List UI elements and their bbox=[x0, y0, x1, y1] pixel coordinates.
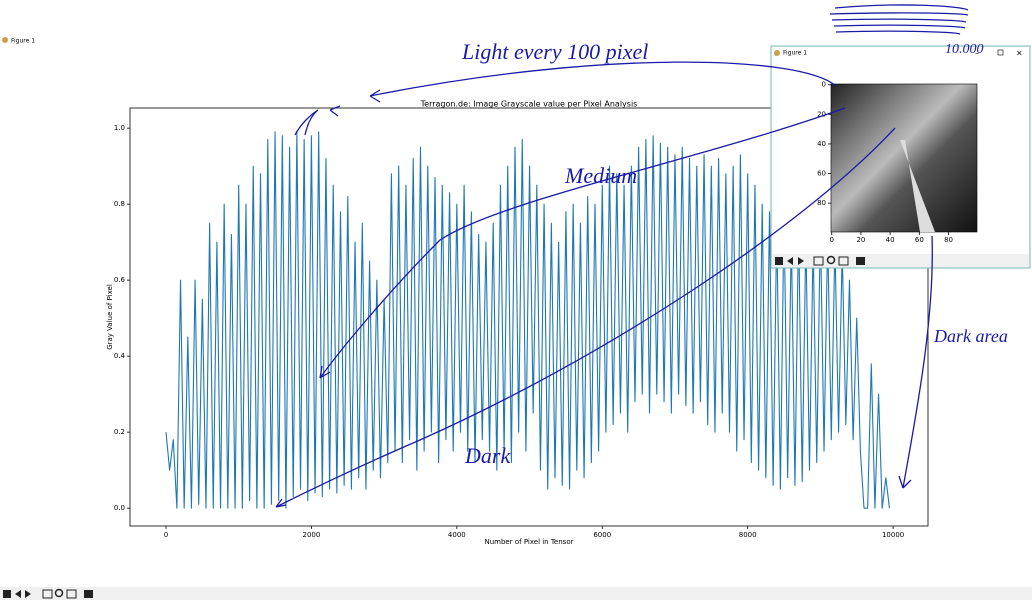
y-tick-label: 1.0 bbox=[114, 124, 125, 132]
zoom-button[interactable] bbox=[54, 588, 64, 598]
y-tick-label: 0.0 bbox=[114, 504, 125, 512]
zoom-button[interactable] bbox=[826, 255, 836, 265]
home-button[interactable] bbox=[3, 590, 11, 598]
annotation: Medium bbox=[564, 163, 637, 188]
save-button[interactable] bbox=[856, 257, 865, 265]
y-tick-label: 60 bbox=[817, 170, 826, 178]
y-axis-label: Gray Value of Pixel bbox=[106, 284, 114, 350]
y-tick-label: 0.4 bbox=[114, 352, 126, 360]
x-tick-label: 6000 bbox=[593, 531, 611, 539]
data-line bbox=[165, 131, 891, 509]
home-button[interactable] bbox=[775, 257, 783, 265]
x-tick-label: 10000 bbox=[882, 531, 904, 539]
back-button[interactable] bbox=[15, 590, 21, 598]
x-tick-label: 0 bbox=[164, 531, 168, 539]
arrow-medium bbox=[319, 107, 846, 379]
toolbar-buttons bbox=[3, 588, 93, 599]
y-tick-label: 20 bbox=[817, 110, 826, 118]
x-tick-label: 80 bbox=[944, 236, 953, 244]
pan-button[interactable] bbox=[42, 589, 53, 599]
grayscale-image bbox=[830, 83, 978, 233]
configure-button[interactable] bbox=[838, 256, 849, 266]
x-tick-label: 4000 bbox=[448, 531, 466, 539]
inset-toolbar-buttons bbox=[775, 255, 865, 266]
scribble bbox=[829, 4, 969, 35]
title-bar bbox=[0, 35, 1032, 45]
x-tick-label: 40 bbox=[886, 236, 895, 244]
inset-window-title: Figure 1 bbox=[783, 50, 807, 57]
y-tick-label: 40 bbox=[817, 140, 826, 148]
pan-button[interactable] bbox=[813, 256, 824, 266]
chart-title: Terragon.de: Image Grayscale value per P… bbox=[420, 100, 638, 109]
y-tick-label: 0.8 bbox=[114, 200, 125, 208]
close-button[interactable]: × bbox=[1016, 49, 1023, 58]
back-button[interactable] bbox=[787, 257, 793, 265]
annotation: Dark area bbox=[933, 326, 1008, 346]
annotation: Light every 100 pixel bbox=[461, 39, 648, 64]
app-icon bbox=[774, 50, 780, 56]
axes-frame bbox=[129, 107, 929, 527]
minimize-button[interactable]: – bbox=[975, 49, 979, 58]
save-button[interactable] bbox=[84, 590, 93, 598]
y-tick-label: 0 bbox=[822, 81, 826, 89]
inset-toolbar bbox=[772, 254, 1029, 267]
annotation: 10.000 bbox=[945, 42, 984, 57]
y-tick-label: 80 bbox=[817, 199, 826, 207]
arrow-light-head bbox=[294, 105, 341, 136]
annotation: Dark bbox=[464, 443, 511, 468]
inset-title-bar bbox=[772, 47, 1029, 59]
x-tick-label: 0 bbox=[829, 236, 833, 244]
y-tick-label: 0.6 bbox=[114, 276, 126, 284]
configure-button[interactable] bbox=[66, 589, 77, 599]
arrow-dark bbox=[275, 127, 896, 508]
y-tick-label: 0.2 bbox=[114, 428, 125, 436]
app-icon bbox=[2, 37, 8, 43]
forward-button[interactable] bbox=[798, 257, 804, 265]
image-street bbox=[900, 140, 935, 232]
forward-button[interactable] bbox=[25, 590, 31, 598]
maximize-button[interactable] bbox=[997, 49, 1004, 56]
x-tick-label: 8000 bbox=[739, 531, 757, 539]
toolbar bbox=[0, 587, 1032, 600]
ink-strokes bbox=[275, 4, 969, 508]
arrow-dark-area bbox=[898, 235, 933, 489]
x-tick-label: 60 bbox=[915, 236, 924, 244]
window-title: Figure 1 bbox=[11, 38, 35, 45]
x-tick-label: 2000 bbox=[302, 531, 320, 539]
arrow-light bbox=[369, 61, 837, 103]
x-axis-label: Number of Pixel in Tensor bbox=[485, 538, 574, 546]
x-tick-label: 20 bbox=[856, 236, 865, 244]
inset-axes: 0 20 40 60 80 0 20 40 60 80 bbox=[817, 81, 953, 244]
plot: 0 2000 4000 6000 8000 10000 0.0 0.2 0.4 0.6 0.8 1.0 bbox=[114, 124, 904, 539]
